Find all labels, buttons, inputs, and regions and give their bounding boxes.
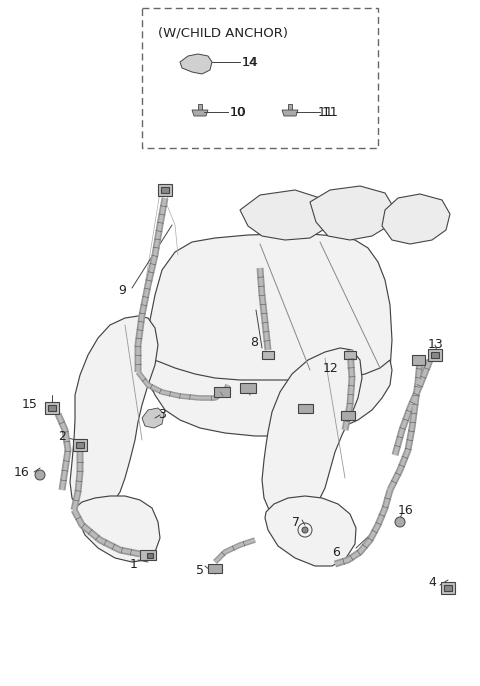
Text: 16: 16 (398, 504, 414, 517)
Polygon shape (382, 194, 450, 244)
FancyBboxPatch shape (298, 403, 312, 412)
Polygon shape (310, 186, 394, 240)
FancyBboxPatch shape (45, 402, 59, 414)
FancyBboxPatch shape (428, 349, 442, 361)
Text: 13: 13 (428, 338, 444, 351)
Text: 16: 16 (14, 466, 30, 479)
FancyBboxPatch shape (344, 351, 356, 359)
Text: 4: 4 (428, 576, 436, 589)
FancyBboxPatch shape (140, 550, 156, 560)
Text: 8: 8 (250, 335, 258, 348)
FancyBboxPatch shape (161, 187, 169, 193)
FancyBboxPatch shape (441, 582, 455, 594)
Text: 11: 11 (318, 106, 334, 119)
FancyBboxPatch shape (147, 552, 153, 558)
Polygon shape (198, 104, 202, 114)
Polygon shape (145, 234, 392, 415)
FancyBboxPatch shape (444, 584, 452, 591)
Circle shape (395, 517, 405, 527)
Polygon shape (142, 408, 164, 428)
Text: (W/CHILD ANCHOR): (W/CHILD ANCHOR) (158, 26, 288, 39)
FancyBboxPatch shape (208, 563, 222, 573)
Polygon shape (240, 190, 330, 240)
Text: 11: 11 (322, 106, 339, 119)
Text: 10: 10 (230, 106, 246, 119)
Text: 14: 14 (242, 56, 259, 69)
Polygon shape (288, 104, 292, 114)
FancyBboxPatch shape (341, 410, 355, 420)
Text: 6: 6 (332, 545, 340, 558)
FancyBboxPatch shape (73, 439, 87, 451)
Text: 5: 5 (196, 563, 204, 576)
Polygon shape (180, 54, 212, 74)
Polygon shape (282, 110, 298, 116)
FancyBboxPatch shape (76, 442, 84, 448)
FancyBboxPatch shape (240, 383, 256, 393)
Text: 9: 9 (118, 283, 126, 296)
Circle shape (302, 527, 308, 533)
Polygon shape (70, 316, 158, 512)
Polygon shape (75, 496, 160, 562)
Circle shape (35, 470, 45, 480)
Text: 3: 3 (158, 407, 166, 421)
Polygon shape (145, 358, 392, 436)
Text: 14: 14 (242, 56, 258, 69)
Text: 12: 12 (322, 362, 338, 375)
Text: 7: 7 (292, 515, 300, 528)
FancyBboxPatch shape (48, 405, 56, 412)
Polygon shape (262, 348, 362, 518)
FancyBboxPatch shape (431, 352, 439, 358)
Text: 2: 2 (58, 429, 66, 442)
FancyBboxPatch shape (262, 351, 274, 359)
Polygon shape (192, 110, 208, 116)
FancyBboxPatch shape (411, 355, 424, 365)
Text: 1: 1 (130, 558, 138, 571)
Text: 15: 15 (22, 399, 38, 412)
Polygon shape (265, 496, 356, 566)
Text: 10: 10 (230, 106, 247, 119)
FancyBboxPatch shape (158, 184, 172, 196)
FancyBboxPatch shape (214, 387, 230, 397)
